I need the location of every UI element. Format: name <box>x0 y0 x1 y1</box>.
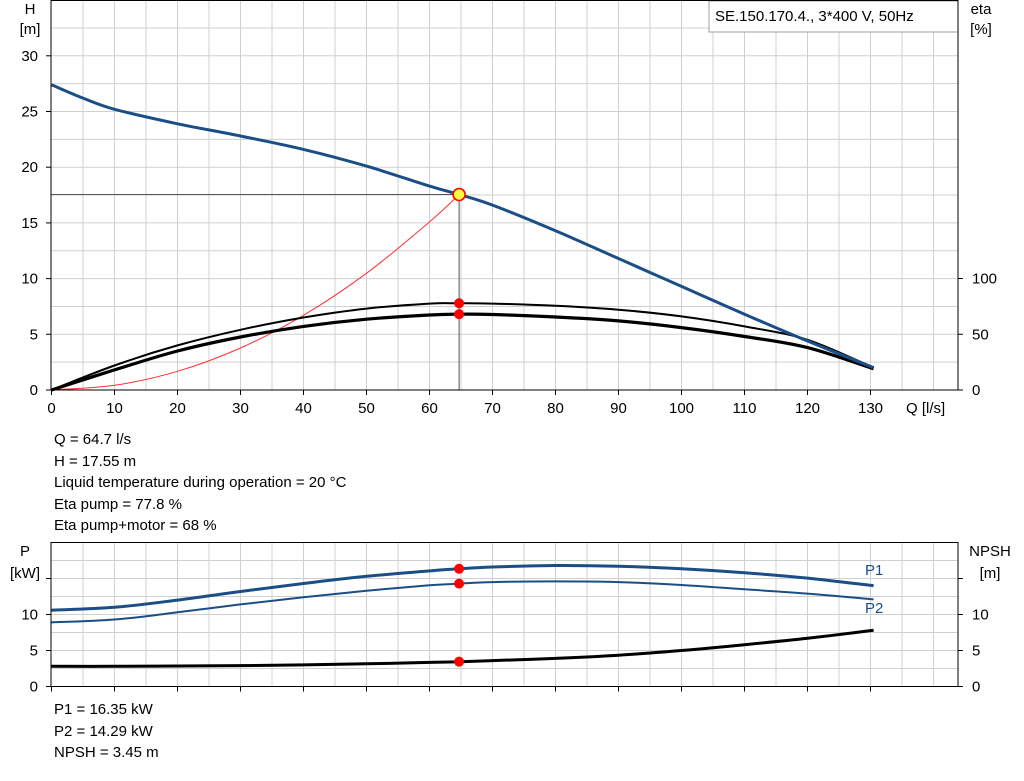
eta-pump-duty-marker <box>454 298 465 309</box>
x-tick-label: 110 <box>733 400 757 417</box>
eta-pump-motor-line <box>51 312 875 392</box>
info-head: H = 17.55 m <box>54 452 137 470</box>
head-tick-label: 0 <box>30 382 38 399</box>
npsh-tick-label: 0 <box>972 679 980 696</box>
x-tick-label: 20 <box>169 400 186 417</box>
power-chart-grid <box>51 542 958 687</box>
head-chart-grid <box>51 0 958 390</box>
eta-axis-label: eta <box>971 1 993 18</box>
pump-head-line <box>50 83 875 370</box>
power-tick-label: 0 <box>30 679 38 696</box>
head-tick-label: 5 <box>30 326 38 343</box>
p1-series-label: P1 <box>865 562 883 579</box>
head-chart-frame <box>50 0 959 391</box>
info-p2: P2 = 14.29 kW <box>54 722 153 740</box>
info-flow: Q = 64.7 l/s <box>54 431 132 448</box>
flow-axis-label: Q [l/s] <box>906 400 945 417</box>
x-tick-label: 120 <box>795 400 820 417</box>
info-npsh: NPSH = 3.45 m <box>54 744 159 761</box>
power-info: P1 = 16.35 kW P2 = 14.29 kW NPSH = 3.45 … <box>54 699 159 764</box>
head-tick-label: 30 <box>21 48 38 65</box>
x-tick-label: 60 <box>421 400 438 417</box>
head-tick-label: 25 <box>21 104 38 121</box>
x-tick-label: 90 <box>610 400 627 417</box>
head-tick-label: 15 <box>21 215 38 232</box>
head-axis-unit: [m] <box>20 21 41 38</box>
x-tick-label: 0 <box>47 400 55 417</box>
power-axis-unit: [kW] <box>10 565 40 582</box>
axis-tick-labels: 0 10 20 30 40 50 60 70 80 90 100 110 120 130051015202… <box>21 48 997 696</box>
chart-frames <box>50 0 959 687</box>
info-p1: P1 = 16.35 kW <box>54 701 153 718</box>
npsh-duty-marker <box>454 656 465 667</box>
eta-tick-label: 50 <box>972 326 989 343</box>
info-liquid-temperature: Liquid temperature during operation = 20… <box>54 474 347 491</box>
x-tick-label: 50 <box>358 400 375 417</box>
x-tick-label: 30 <box>232 400 249 417</box>
npsh-axis-unit: [m] <box>980 565 1001 582</box>
x-tick-label: 80 <box>547 400 564 417</box>
p2-duty-marker <box>454 578 465 589</box>
power-axis-label: P <box>20 543 30 560</box>
head-tick-label: 10 <box>21 271 38 288</box>
head-axis-label: H <box>25 1 36 18</box>
eta-tick-label: 100 <box>972 271 997 288</box>
eta-axis-unit: [%] <box>970 21 992 38</box>
info-eta-pump: Eta pump = 77.8 % <box>54 495 182 513</box>
eta-tick-label: 0 <box>972 382 980 399</box>
x-tick-label: 10 <box>106 400 123 417</box>
head-chart-curves <box>50 83 875 392</box>
duty-point-info: Q = 64.7 l/s H = 17.55 m Liquid temperat… <box>54 429 346 537</box>
p1-duty-marker <box>454 563 465 574</box>
pump-title: SE.150.170.4., 3*400 V, 50Hz <box>715 8 914 25</box>
x-tick-label: 70 <box>484 400 501 417</box>
x-tick-label: 40 <box>295 400 312 417</box>
npsh-axis-label: NPSH <box>969 543 1011 560</box>
power-chart-frame <box>50 542 959 687</box>
eta-pump-motor-duty-marker <box>454 309 465 320</box>
p2-series-label: P2 <box>865 600 883 617</box>
power-chart-curves <box>51 563 874 668</box>
power-tick-label: 10 <box>21 607 38 624</box>
npsh-tick-label: 5 <box>972 643 980 660</box>
power-tick-label: 5 <box>30 643 38 660</box>
info-eta-pump-motor: Eta pump+motor = 68 % <box>54 517 217 534</box>
x-tick-label: 100 <box>669 400 694 417</box>
head-tick-label: 20 <box>21 159 38 176</box>
x-tick-label: 130 <box>858 400 883 417</box>
npsh-tick-label: 10 <box>972 607 989 624</box>
duty-point-marker <box>452 187 466 202</box>
